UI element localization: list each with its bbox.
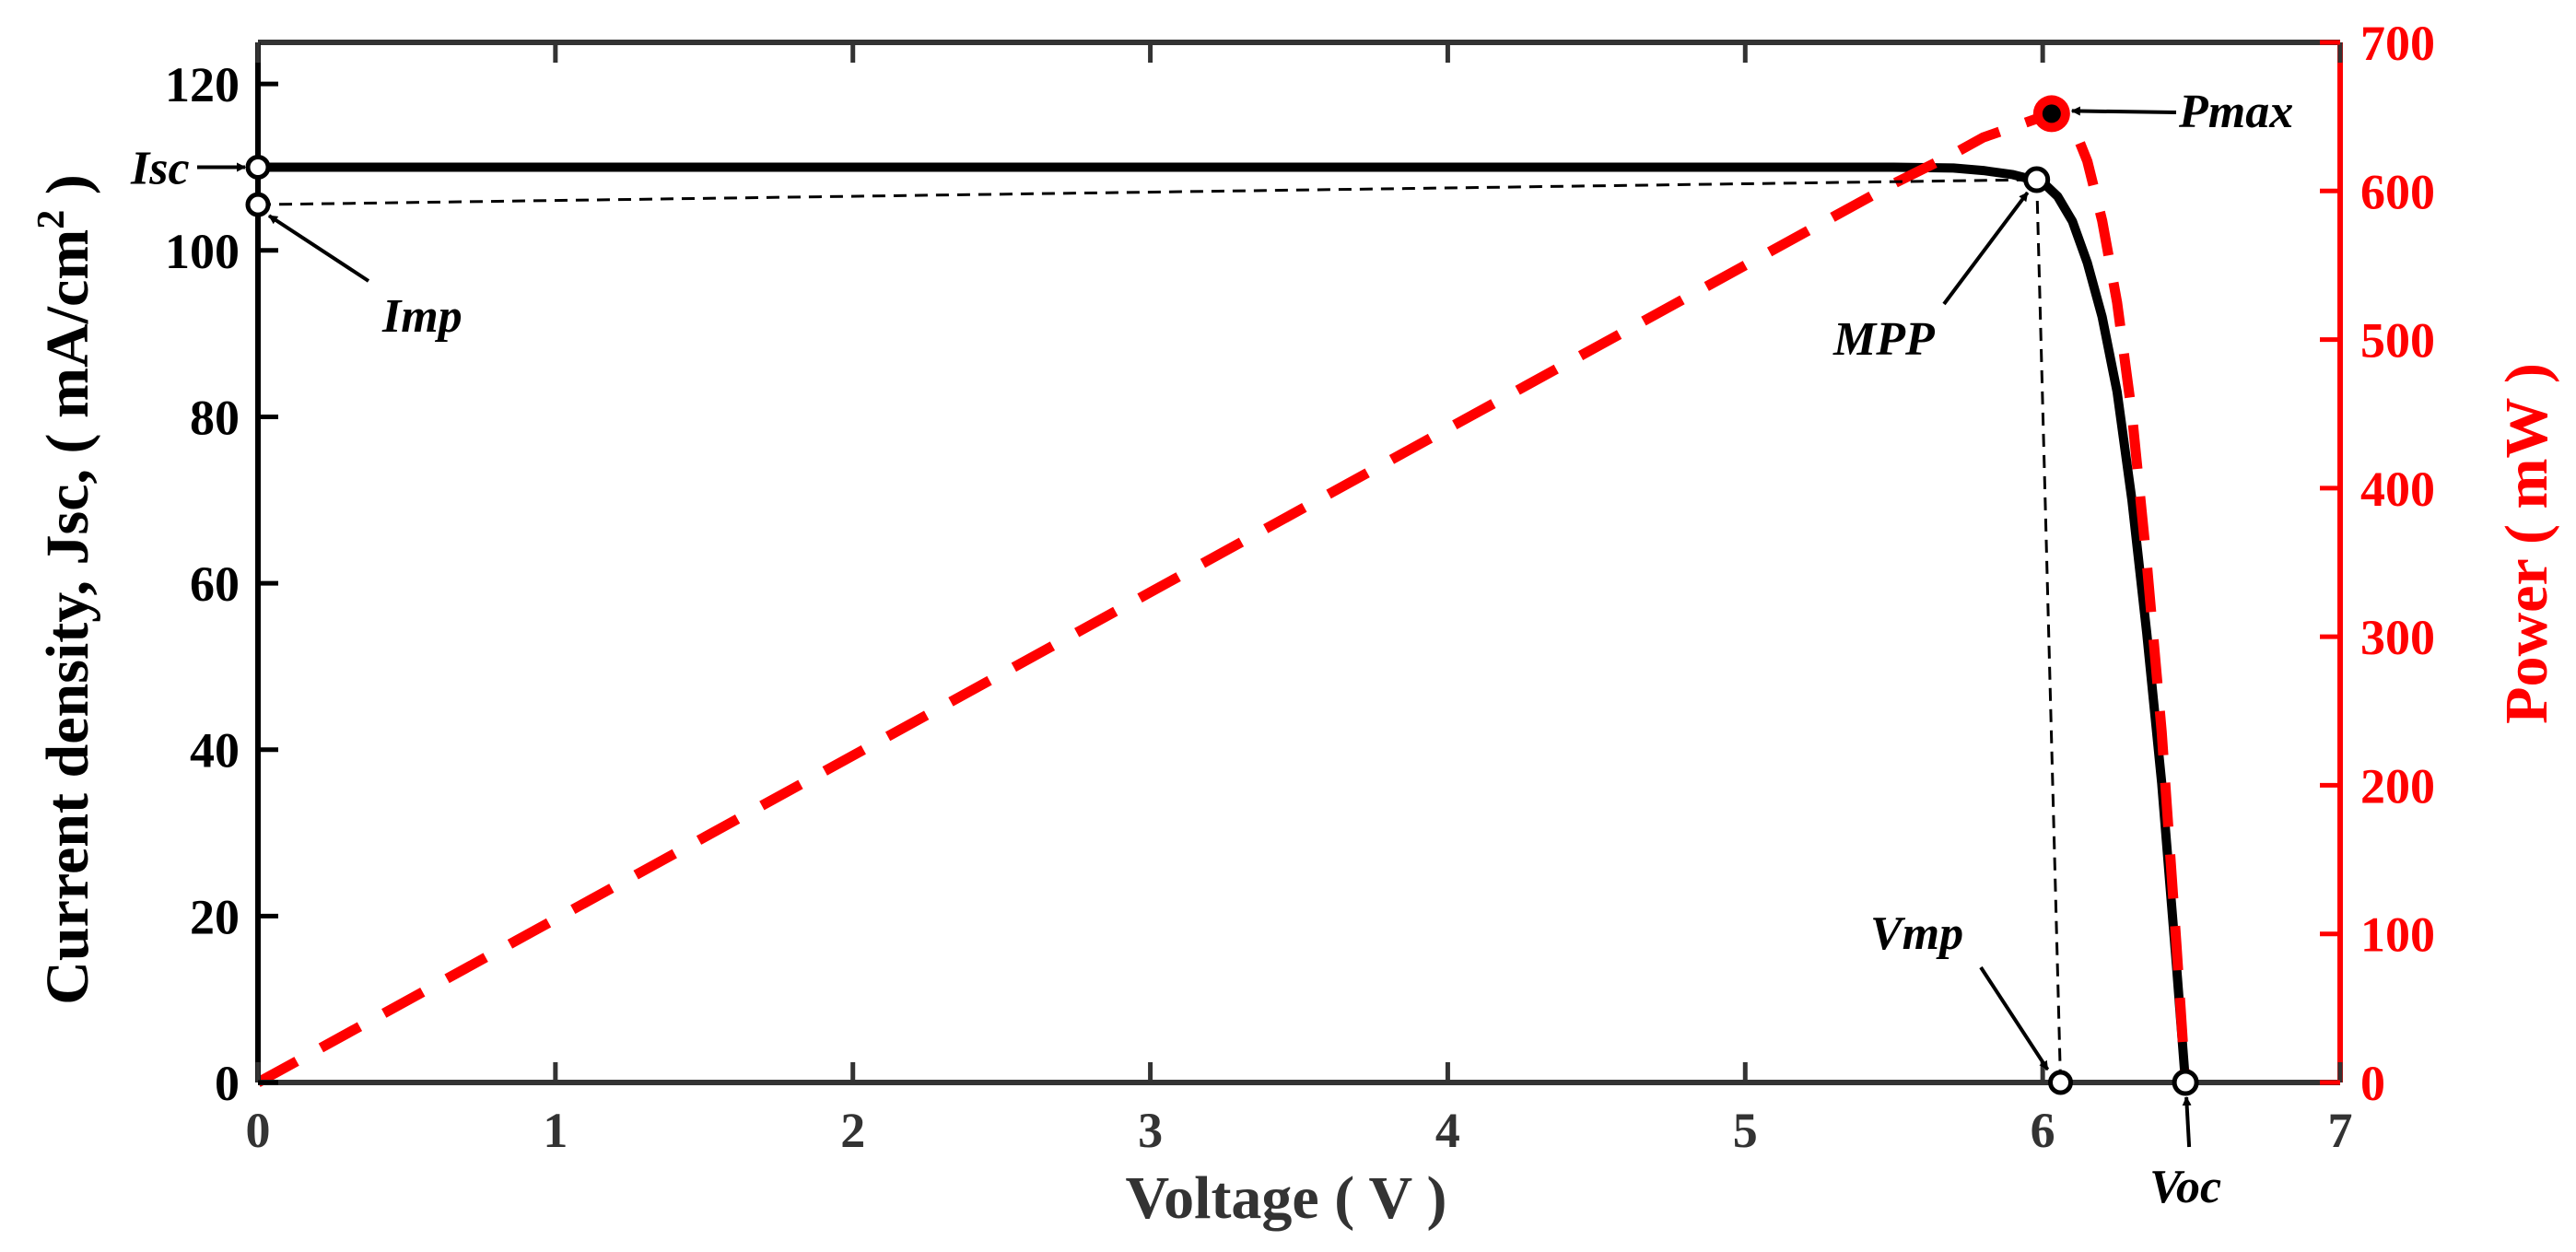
x-tick-label: 2 (840, 1103, 865, 1158)
vmp-marker (2048, 1070, 2074, 1095)
y-left-tick-label: 0 (215, 1056, 240, 1111)
imp-label: Imp (381, 290, 463, 343)
mpp-label: MPP (1832, 313, 1936, 366)
y-right-tick-label: 400 (2360, 462, 2435, 517)
y-axis-left-title-sup: 2 (30, 210, 73, 229)
y-right-tick-label: 500 (2360, 313, 2435, 369)
voc-arrow (2182, 1096, 2192, 1148)
vmp-arrow (1979, 965, 2050, 1071)
imp-arrow (267, 214, 370, 283)
imp-guide-line (257, 178, 2037, 206)
x-axis-title: Voltage ( V ) (1126, 1164, 1447, 1232)
y-left-tick-label: 120 (165, 57, 240, 112)
pmax-label: Pmax (2178, 86, 2293, 138)
x-tick-label: 7 (2328, 1103, 2353, 1158)
x-tick-label: 3 (1138, 1103, 1163, 1158)
y-right-tick-label: 0 (2360, 1056, 2385, 1111)
x-tick-label: 1 (543, 1103, 568, 1158)
isc-marker (245, 154, 271, 180)
x-tick-label: 5 (1733, 1103, 1758, 1158)
y-left-tick-label: 40 (190, 723, 240, 778)
y-axis-left-title-end: ) (34, 174, 101, 209)
y-right-tick-label: 300 (2360, 610, 2435, 665)
y-axis-right-title: Power ( mW ) (2493, 363, 2560, 724)
pmax-marker-center (2042, 104, 2061, 123)
y-left-tick-label: 100 (165, 224, 240, 279)
y-right-tick-label: 200 (2360, 758, 2435, 813)
y-axis-left-title-main: Current density, Jsc, ( mA/cm (34, 229, 101, 1005)
voc-marker (2172, 1069, 2199, 1096)
mpp-arrow (1942, 191, 2030, 306)
y-right-tick-label: 600 (2360, 164, 2435, 219)
x-tick-label: 4 (1435, 1103, 1460, 1158)
vmp-guide-line (2035, 179, 2063, 1083)
vmp-label: Vmp (1870, 907, 1963, 960)
pmax-arrow (2070, 106, 2177, 116)
y-left-tick-label: 80 (190, 390, 240, 445)
mpp-marker (2023, 166, 2051, 193)
isc-label: Isc (130, 142, 190, 194)
imp-marker (245, 192, 271, 217)
y-axis-left-title: Current density, Jsc, ( mA/cm2 ) (30, 174, 101, 1005)
y-left-tick-label: 60 (190, 556, 240, 612)
x-tick-label: 6 (2031, 1103, 2055, 1158)
voc-label: Voc (2149, 1161, 2221, 1213)
y-left-tick-label: 20 (190, 889, 240, 944)
x-tick-label: 0 (246, 1103, 271, 1158)
y-right-tick-label: 700 (2360, 16, 2435, 71)
y-right-tick-label: 100 (2360, 907, 2435, 963)
